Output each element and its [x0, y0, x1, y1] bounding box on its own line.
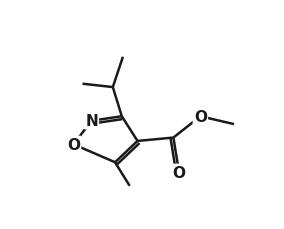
Text: O: O	[173, 165, 185, 180]
Text: O: O	[67, 137, 80, 152]
Text: N: N	[85, 114, 98, 129]
Text: O: O	[194, 109, 207, 124]
